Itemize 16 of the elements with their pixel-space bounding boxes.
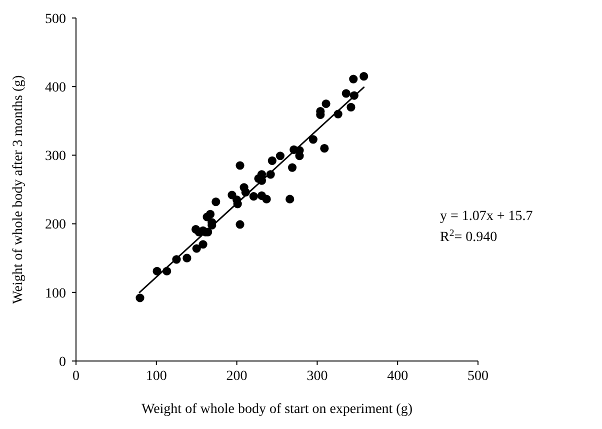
y-tick-label: 500	[45, 12, 66, 27]
x-tick-label: 400	[387, 369, 408, 384]
annotation: R$^{2}$= 0.940	[440, 228, 498, 245]
y-tick-label: 200	[45, 218, 66, 233]
y-tick-label: 400	[45, 80, 66, 96]
y-tick-label: 300	[45, 149, 66, 164]
y-tick-label: 100	[45, 286, 66, 302]
x-axis-title: Weight of whole body of start on experiment (g)	[141, 402, 413, 417]
x-tick-label: 500	[468, 369, 488, 384]
x-tick-label: 0	[72, 369, 80, 384]
y-tick-label: 0	[59, 354, 66, 370]
annotation: y = 1.07x + 15.7	[440, 209, 533, 224]
y-axis-title: Weight of whole body after 3 months (g)	[11, 74, 26, 304]
x-tick-label: 300	[306, 369, 328, 384]
x-tick-label: 200	[226, 369, 248, 384]
x-tick-label: 100	[146, 369, 167, 384]
